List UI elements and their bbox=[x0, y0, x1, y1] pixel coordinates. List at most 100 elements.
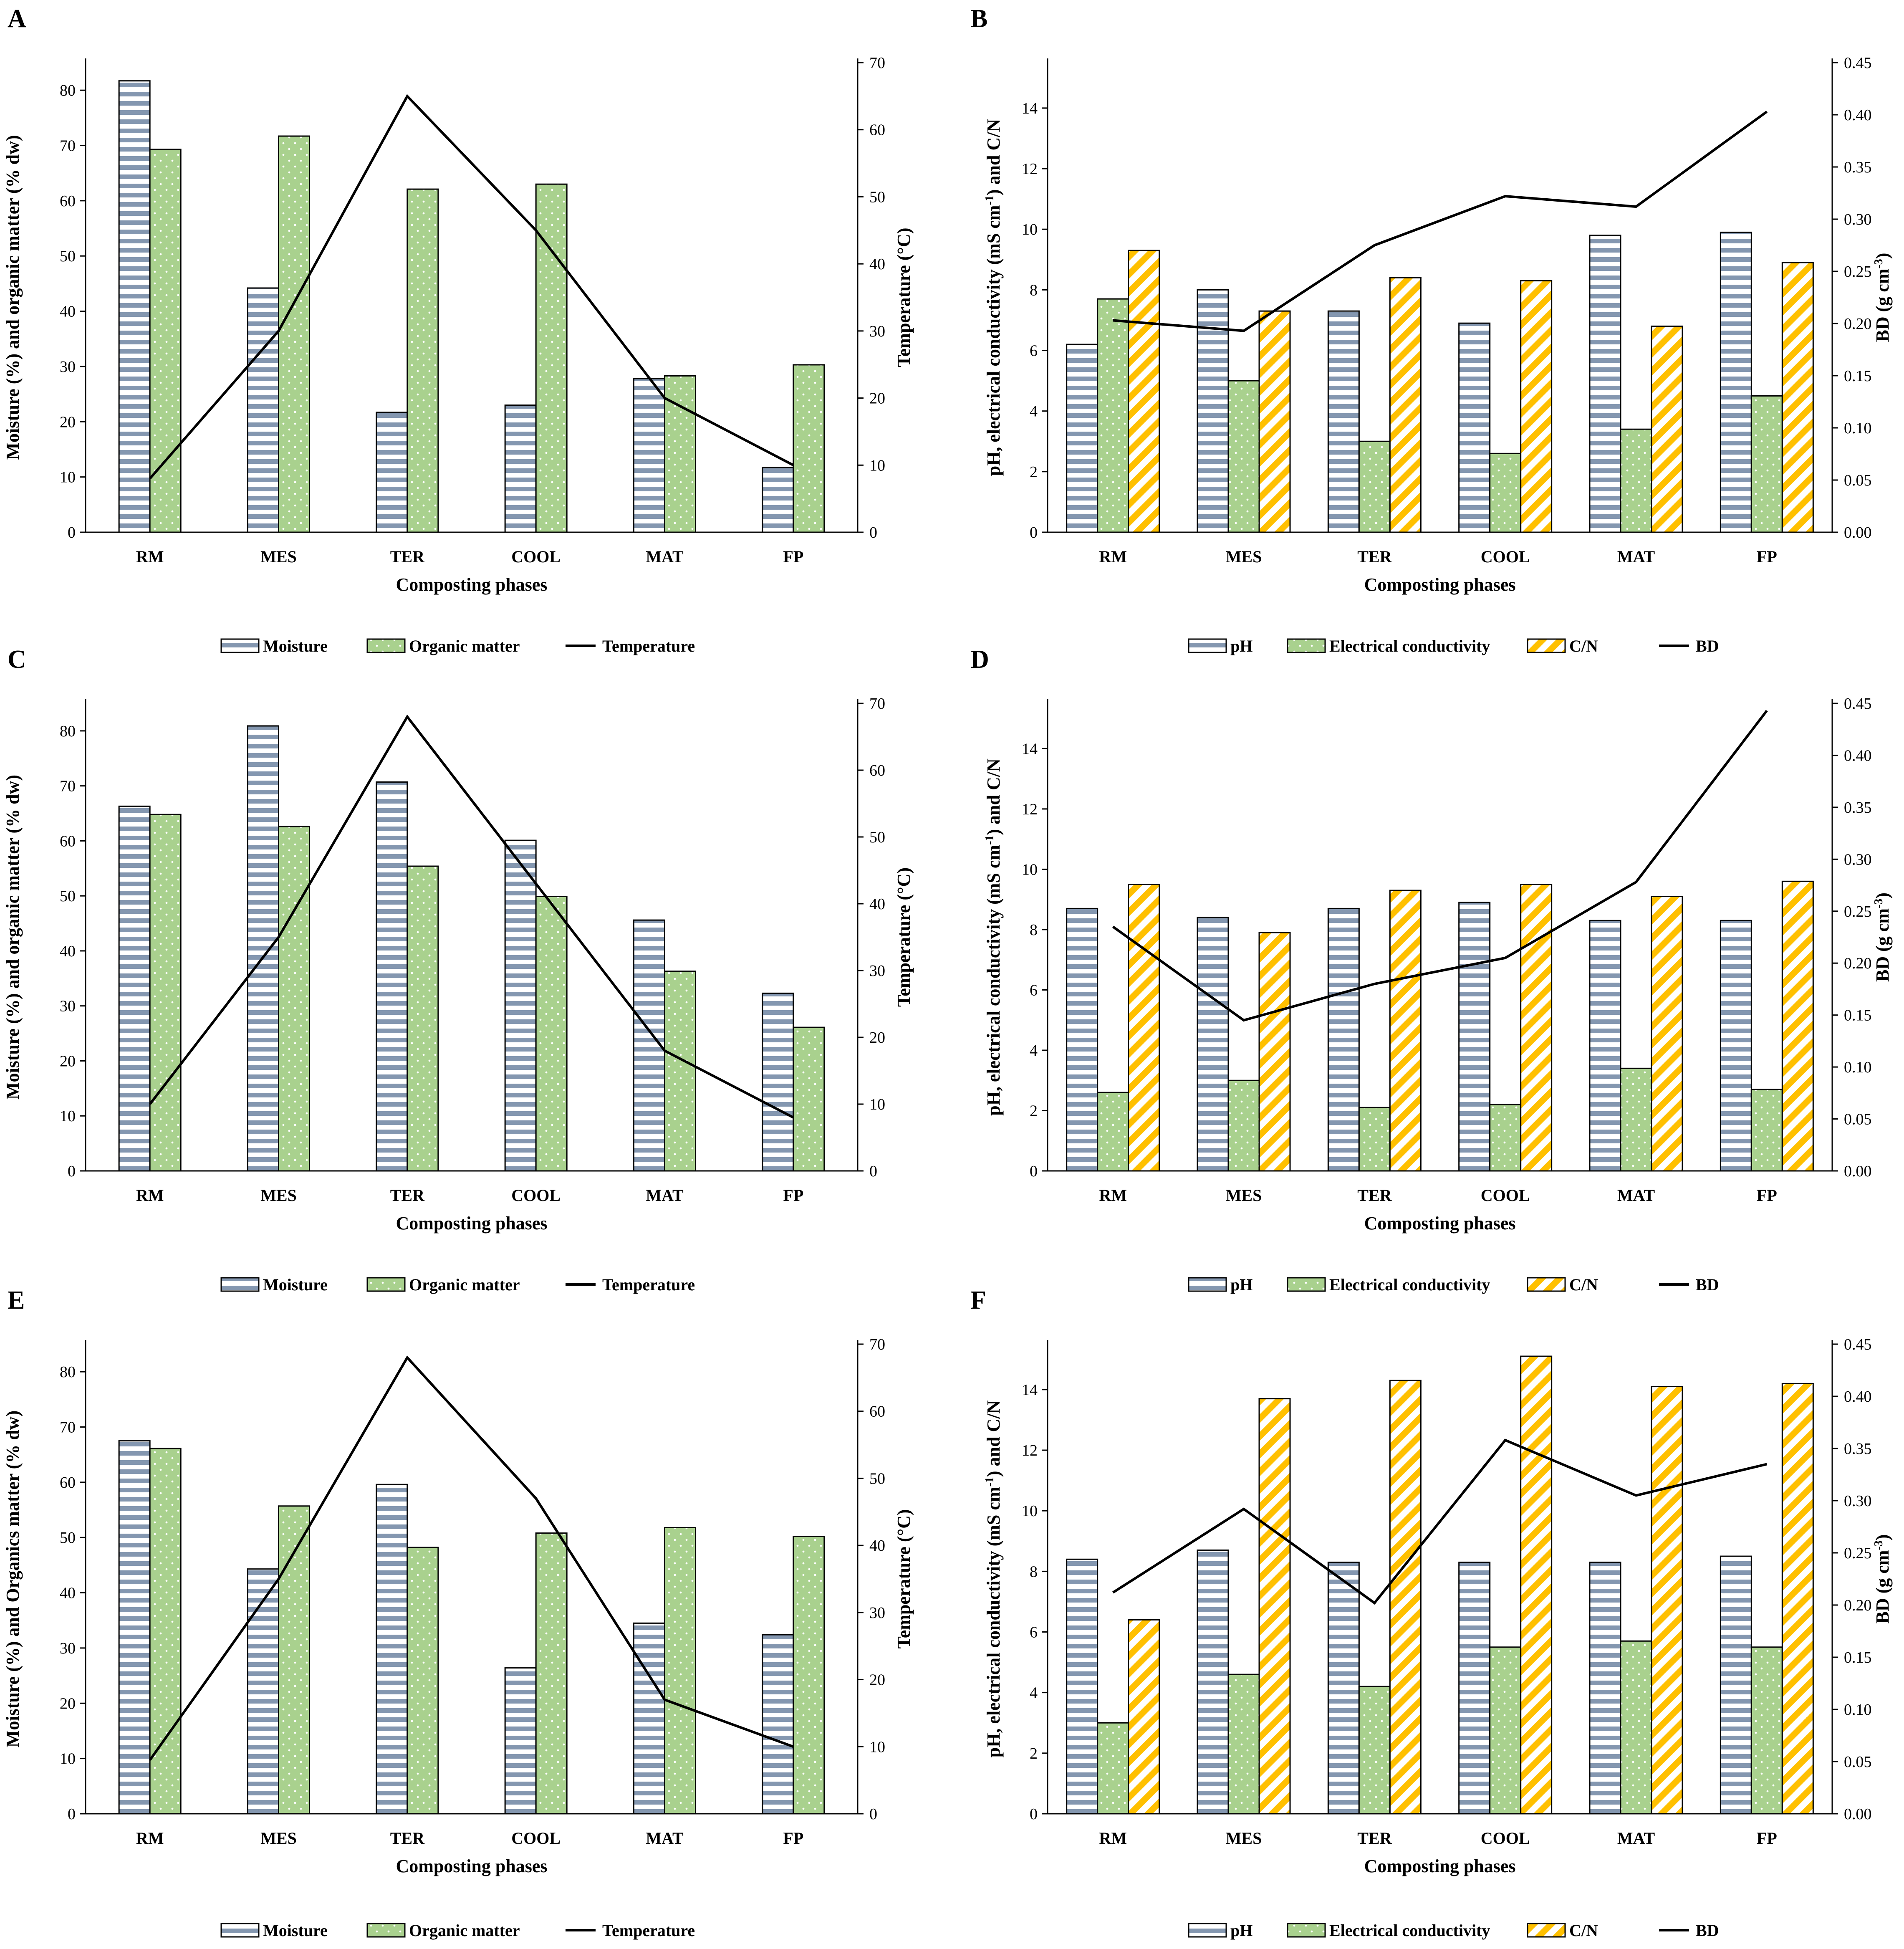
y-tick-label: 60 bbox=[60, 832, 76, 850]
bar-organic-matter bbox=[793, 1026, 825, 1172]
bar-c-n bbox=[1520, 884, 1553, 1172]
panel-letter: F bbox=[970, 1286, 986, 1315]
y-tick-label: 70 bbox=[60, 778, 76, 795]
x-tick-label: COOL bbox=[511, 547, 561, 566]
x-tick-label: RM bbox=[1099, 547, 1127, 566]
panel-letter: A bbox=[8, 5, 26, 33]
y-tick-label: 0 bbox=[1030, 524, 1038, 541]
y-tick-label: 80 bbox=[60, 82, 76, 99]
y-tick-label: 14 bbox=[1022, 740, 1038, 758]
y-tick-label: 70 bbox=[60, 1419, 76, 1436]
x-tick-label: FP bbox=[783, 1186, 803, 1205]
y-tick-label: 40 bbox=[60, 1585, 76, 1602]
panel-d: D 0 2 4 6 8 10 12 14 0.00 0.05 0.10 0.15 0.20 0.25 0.30… bbox=[970, 645, 1893, 1294]
y2-tick-label: 0 bbox=[869, 524, 877, 541]
bar-organic-matter bbox=[278, 135, 310, 533]
legend-swatch-moisture bbox=[1188, 1277, 1227, 1292]
y2-tick-label: 20 bbox=[869, 1029, 885, 1047]
x-tick-label: MES bbox=[1226, 1829, 1262, 1848]
y2-tick-label: 10 bbox=[869, 1738, 885, 1756]
legend-label: pH bbox=[1230, 1275, 1252, 1294]
x-tick-label: COOL bbox=[1481, 547, 1530, 566]
bar-c-n bbox=[1128, 1619, 1160, 1815]
x-tick-label: MES bbox=[1226, 1186, 1262, 1205]
bar-ph bbox=[1589, 920, 1621, 1172]
bar-organic-matter bbox=[535, 895, 568, 1172]
bar-organic-matter bbox=[407, 865, 439, 1172]
y2-tick-label: 0.45 bbox=[1844, 1336, 1872, 1353]
y2-tick-label: 60 bbox=[869, 121, 885, 139]
legend-swatch-moisture bbox=[1188, 1923, 1227, 1938]
y-tick-label: 12 bbox=[1022, 160, 1038, 178]
bar-c-n bbox=[1651, 1386, 1683, 1815]
x-tick-label: MES bbox=[260, 547, 297, 566]
y2-axis-title: BD (g cm-3) bbox=[1872, 892, 1893, 982]
line-temperature bbox=[149, 94, 794, 480]
bar-moisture bbox=[247, 287, 279, 533]
legend-swatch-cn bbox=[1527, 1277, 1566, 1292]
y2-tick-label: 70 bbox=[869, 695, 885, 713]
bar-organic-matter bbox=[407, 188, 439, 533]
y2-tick-label: 0.35 bbox=[1844, 159, 1872, 176]
x-tick-label: MES bbox=[260, 1829, 297, 1848]
panel-letter: D bbox=[970, 645, 989, 674]
bar-electrical-conductivity bbox=[1489, 1646, 1522, 1815]
x-tick-label: FP bbox=[1757, 1829, 1777, 1848]
y-tick-label: 6 bbox=[1030, 981, 1038, 999]
y-tick-label: 50 bbox=[60, 887, 76, 905]
legend-label: Electrical conductivity bbox=[1329, 1275, 1490, 1294]
legend-label: Moisture bbox=[263, 637, 328, 655]
y2-tick-label: 40 bbox=[869, 1537, 885, 1555]
bar-moisture bbox=[376, 1484, 408, 1815]
x-tick-label: MAT bbox=[1617, 547, 1655, 566]
bar-moisture bbox=[376, 412, 408, 533]
bar-organic-matter bbox=[664, 971, 696, 1172]
bar-ph bbox=[1720, 1555, 1752, 1815]
y2-tick-label: 0.10 bbox=[1844, 1059, 1872, 1076]
x-tick-label: TER bbox=[390, 547, 425, 566]
y-tick-label: 12 bbox=[1022, 801, 1038, 818]
legend-label: BD bbox=[1696, 1921, 1719, 1940]
bar-moisture bbox=[762, 992, 794, 1172]
bar-organic-matter bbox=[278, 1505, 310, 1815]
y-axis-title: Moisture (%) and organic matter (% dw) bbox=[3, 775, 23, 1100]
legend-label: pH bbox=[1230, 1921, 1252, 1940]
bar-c-n bbox=[1520, 1355, 1553, 1815]
panel-letter: C bbox=[8, 645, 26, 674]
y2-axis-title: BD (g cm-3) bbox=[1872, 1534, 1893, 1624]
y-tick-label: 30 bbox=[60, 998, 76, 1015]
legend-label: Moisture bbox=[263, 1921, 328, 1940]
y2-tick-label: 0.15 bbox=[1844, 1007, 1872, 1024]
y-tick-label: 4 bbox=[1030, 403, 1038, 420]
bar-moisture bbox=[633, 1622, 665, 1815]
legend-label: Organic matter bbox=[409, 1921, 520, 1940]
bar-c-n bbox=[1389, 890, 1422, 1172]
y2-tick-label: 0.00 bbox=[1844, 1163, 1872, 1180]
y-axis-title: Moisture (%) and organic matter (% dw) bbox=[3, 135, 23, 460]
panel-a: A 0 10 20 30 40 50 60 70 80 0 10 20 30 40 50 60 70 RM MES TE… bbox=[3, 5, 914, 655]
y-tick-label: 0 bbox=[1030, 1805, 1038, 1823]
legend-label: C/N bbox=[1569, 637, 1598, 655]
legend-swatch-organic bbox=[1287, 638, 1326, 653]
panel-c: C 0 10 20 30 40 50 60 70 80 0 10 20 30 40 50 60 70 RM MES TE… bbox=[3, 645, 914, 1294]
y2-tick-label: 0.15 bbox=[1844, 1649, 1872, 1666]
legend-swatch-moisture bbox=[220, 1277, 260, 1292]
bar-ph bbox=[1458, 322, 1491, 533]
bar-c-n bbox=[1128, 884, 1160, 1172]
bar-moisture bbox=[762, 1634, 794, 1815]
y2-axis-title: BD (g cm-3) bbox=[1872, 253, 1893, 342]
y2-tick-label: 0.05 bbox=[1844, 1753, 1872, 1771]
bar-organic-matter bbox=[664, 1527, 696, 1815]
y-tick-label: 0 bbox=[68, 524, 76, 541]
y-tick-label: 8 bbox=[1030, 1563, 1038, 1580]
bar-organic-matter bbox=[535, 1532, 568, 1815]
x-tick-label: COOL bbox=[1481, 1829, 1530, 1848]
y2-axis-title: Temperature (°C) bbox=[894, 228, 914, 367]
y2-tick-label: 0.20 bbox=[1844, 315, 1872, 333]
y-axis-title: pH, electrical conductivity (mS cm-1) an… bbox=[983, 1400, 1004, 1758]
x-tick-label: MAT bbox=[646, 1186, 684, 1205]
y2-tick-label: 10 bbox=[869, 1096, 885, 1113]
legend-label: BD bbox=[1696, 637, 1719, 655]
y-axis-title: pH, electrical conductivity (mS cm-1) an… bbox=[983, 119, 1004, 476]
